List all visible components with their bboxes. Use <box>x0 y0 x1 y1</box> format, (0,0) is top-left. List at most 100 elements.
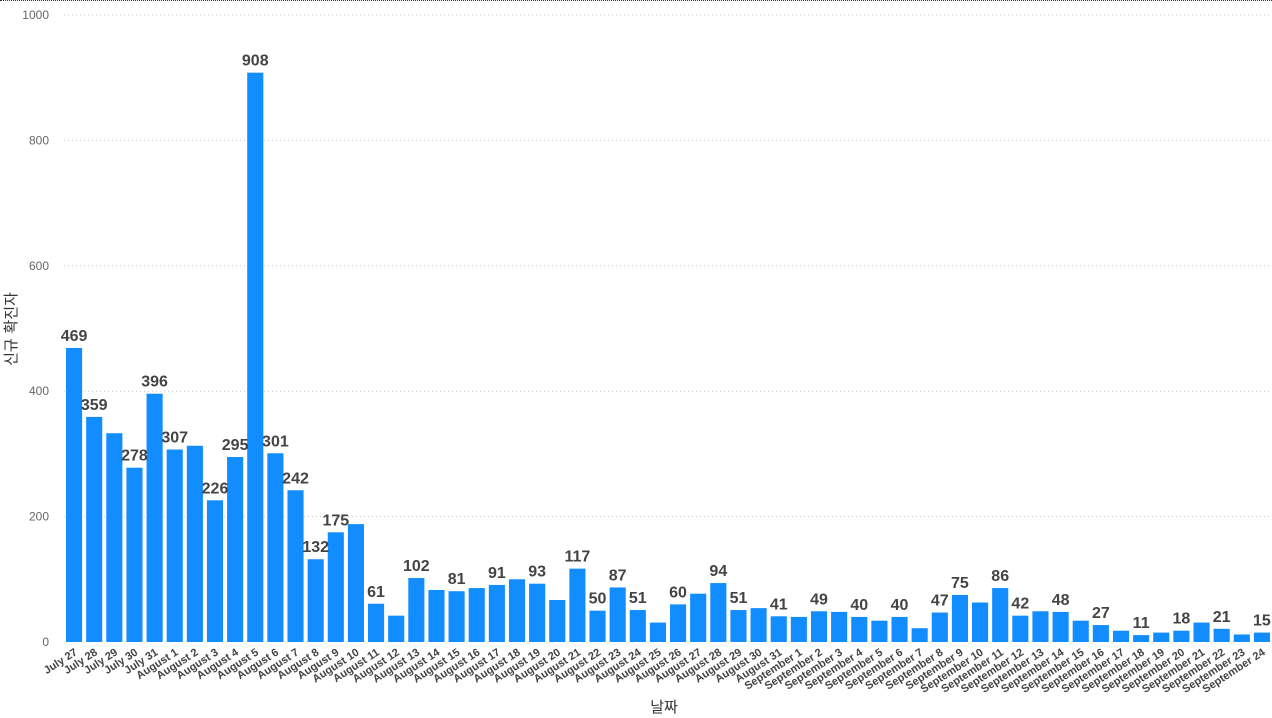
bar <box>730 610 747 642</box>
data-label: 61 <box>367 584 385 601</box>
bar <box>347 524 364 642</box>
bar <box>247 72 264 642</box>
bar <box>146 393 163 642</box>
data-label: 908 <box>242 53 269 70</box>
data-label: 278 <box>121 448 148 465</box>
bar <box>649 622 666 642</box>
bar <box>871 620 888 642</box>
data-label: 15 <box>1253 613 1271 630</box>
bar <box>66 347 83 642</box>
bar <box>186 445 203 642</box>
data-labels: 469 359 278 396 307 226 295 908 301 242 132 175 61 10… <box>61 53 1271 632</box>
bar <box>1012 615 1029 642</box>
bar <box>609 587 626 642</box>
data-label: 27 <box>1092 605 1110 622</box>
bar <box>1213 628 1230 642</box>
bar <box>307 559 324 642</box>
data-label: 94 <box>709 563 727 580</box>
bar <box>810 611 828 642</box>
bar <box>690 593 707 642</box>
data-label: 47 <box>931 593 949 610</box>
data-label: 40 <box>891 597 909 614</box>
bar <box>931 612 948 642</box>
y-tick-label: 200 <box>29 510 49 524</box>
bar <box>1153 632 1170 642</box>
data-label: 301 <box>262 433 289 450</box>
bar <box>86 416 103 642</box>
data-label: 60 <box>669 584 687 601</box>
data-label: 469 <box>61 328 88 345</box>
gridlines <box>64 14 1272 518</box>
bar <box>1133 635 1150 642</box>
bar <box>549 599 566 642</box>
bar <box>327 532 344 642</box>
bar <box>1233 634 1250 642</box>
bar <box>972 602 989 642</box>
data-label: 117 <box>564 549 590 566</box>
bar <box>508 579 526 642</box>
data-label: 87 <box>609 567 627 584</box>
bar <box>287 490 304 642</box>
data-label: 41 <box>770 596 788 613</box>
bar <box>267 453 284 642</box>
data-label: 91 <box>488 565 506 582</box>
data-label: 18 <box>1173 611 1191 628</box>
y-tick-label: 1000 <box>22 8 49 22</box>
bar <box>166 449 183 642</box>
bar <box>368 603 385 642</box>
bars <box>66 72 1270 642</box>
data-label: 48 <box>1052 592 1070 609</box>
data-label: 242 <box>282 470 309 487</box>
bar <box>770 616 787 642</box>
data-label: 132 <box>302 539 329 556</box>
data-label: 86 <box>991 568 1009 585</box>
bar <box>1092 625 1109 642</box>
data-label: 75 <box>951 575 969 592</box>
bar <box>851 616 868 642</box>
bar <box>206 500 224 642</box>
bar <box>227 457 244 642</box>
bar <box>106 433 123 642</box>
bar <box>529 583 546 642</box>
data-label: 102 <box>403 558 430 575</box>
bar <box>670 604 687 642</box>
data-label: 51 <box>629 590 647 607</box>
data-label: 359 <box>81 397 108 414</box>
x-axis-title: 날짜 <box>650 698 678 716</box>
bar <box>1032 611 1049 642</box>
data-label: 295 <box>222 437 249 454</box>
top-border-line <box>0 0 1272 1</box>
data-label: 51 <box>730 590 748 607</box>
data-label: 93 <box>528 564 546 581</box>
bar <box>569 568 586 642</box>
y-tick-label: 400 <box>29 384 49 398</box>
bar <box>629 610 646 642</box>
y-tick-label: 800 <box>29 133 49 147</box>
bar <box>710 583 727 642</box>
data-label: 175 <box>322 512 349 529</box>
data-label: 42 <box>1011 596 1029 613</box>
data-label: 50 <box>589 591 607 608</box>
y-tick-label: 0 <box>42 635 49 649</box>
data-label: 40 <box>850 597 868 614</box>
bar <box>408 578 425 642</box>
data-label: 226 <box>202 480 229 497</box>
bar <box>428 589 445 642</box>
bar <box>911 628 928 642</box>
bar <box>448 591 465 642</box>
bar <box>831 611 848 642</box>
bar <box>589 610 606 642</box>
y-axis-ticks: 0 200 400 600 800 1000 <box>22 8 49 649</box>
bar <box>1112 630 1130 642</box>
bar <box>750 608 767 642</box>
y-axis-title: 신규 확진자 <box>2 292 20 366</box>
bar <box>1253 632 1270 642</box>
data-label: 21 <box>1213 609 1231 626</box>
bar <box>1072 620 1089 642</box>
bar <box>1173 630 1190 642</box>
data-label: 396 <box>141 374 168 391</box>
bar <box>951 594 968 642</box>
bar <box>1193 622 1210 642</box>
